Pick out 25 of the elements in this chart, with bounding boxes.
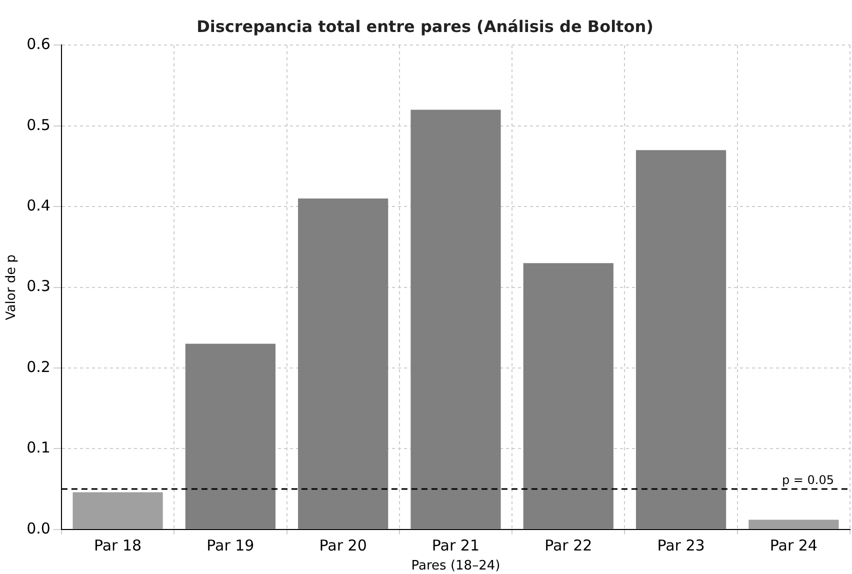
x-tick-label: Par 22 (544, 536, 592, 554)
y-tick-label: 0.5 (26, 116, 50, 134)
y-tick-label: 0.1 (26, 438, 50, 457)
y-tick-label: 0.6 (26, 35, 50, 54)
x-tick-label: Par 24 (770, 536, 818, 554)
bar (636, 150, 726, 529)
x-tick-label: Par 18 (94, 536, 142, 554)
y-axis-title: Valor de p (4, 254, 20, 320)
y-tick-label: 0.4 (26, 196, 50, 214)
y-tick-label: 0.2 (26, 358, 50, 376)
ref-line-label: p = 0.05 (782, 473, 834, 488)
x-tick-label: Par 23 (657, 536, 705, 554)
y-tick-label: 0.3 (26, 277, 50, 296)
x-axis-title: Pares (18–24) (411, 558, 500, 574)
bar (410, 110, 501, 529)
bar (72, 492, 163, 529)
bar (523, 263, 614, 529)
bar (298, 198, 388, 529)
x-tick-label: Par 20 (319, 536, 367, 554)
bar (748, 520, 839, 529)
x-tick-label: Par 19 (206, 536, 254, 554)
y-tick-label: 0.0 (26, 519, 50, 538)
chart-title: Discrepancia total entre pares (Análisis de Bolton) (196, 16, 654, 36)
x-tick-label: Par 21 (432, 536, 480, 554)
bar (185, 344, 276, 529)
